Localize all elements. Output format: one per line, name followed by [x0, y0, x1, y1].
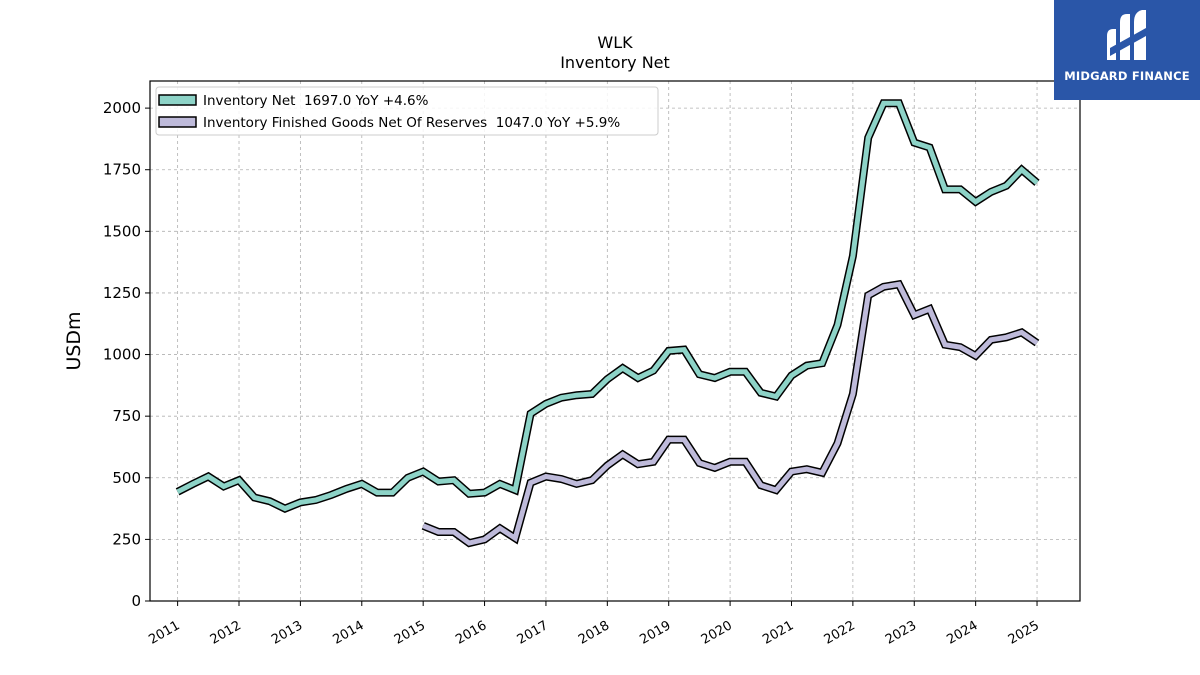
legend: Inventory Net 1697.0 YoY +4.6% Inventory …	[155, 86, 659, 136]
x-tick-label: 2013	[269, 618, 305, 648]
x-tick-label: 2016	[453, 618, 489, 648]
series-1-line	[422, 281, 1039, 546]
x-tick-label: 2022	[822, 618, 858, 648]
y-tick-label: 1000	[103, 346, 141, 364]
midgard-logo-icon	[1107, 10, 1146, 60]
chart-subtitle: Inventory Net	[560, 53, 670, 72]
axes: 0 250 500 750 1000 1250 1500 1750 2000 2011 2012 20…	[103, 99, 1042, 648]
x-tick-label: 2018	[576, 618, 612, 648]
y-tick-label: 2000	[103, 99, 141, 117]
x-tick-label: 2024	[944, 618, 980, 648]
y-tick-label: 1750	[103, 161, 141, 179]
y-tick-label: 250	[112, 530, 141, 548]
x-tick-label: 2021	[760, 618, 796, 648]
x-tick-label: 2014	[330, 618, 366, 648]
legend-label: Inventory Finished Goods Net Of Reserves…	[203, 115, 620, 131]
legend-label: Inventory Net 1697.0 YoY +4.6%	[203, 93, 429, 109]
brand-logo: MIDGARD FINANCE	[1054, 0, 1200, 100]
y-axis-label: USDm	[63, 311, 85, 370]
x-tick-label: 2020	[699, 618, 735, 648]
legend-swatch	[158, 116, 197, 128]
y-tick-label: 1500	[103, 222, 141, 240]
y-tick-label: 1250	[103, 284, 141, 302]
x-tick-label: 2017	[515, 618, 551, 648]
plot-frame	[149, 80, 1081, 602]
y-tick-label: 500	[112, 469, 141, 487]
legend-swatch	[158, 94, 197, 106]
y-tick-label: 0	[131, 592, 141, 610]
series-layer	[175, 99, 1040, 548]
x-tick-label: 2015	[392, 618, 428, 648]
chart-title: WLK	[597, 33, 633, 52]
x-tick-label: 2023	[883, 618, 919, 648]
brand-name: MIDGARD FINANCE	[1064, 69, 1190, 83]
y-tick-label: 750	[112, 407, 141, 425]
legend-box	[155, 86, 659, 136]
x-tick-label: 2025	[1006, 618, 1042, 648]
x-tick-label: 2011	[146, 618, 182, 648]
x-tick-label: 2012	[208, 618, 244, 648]
x-tick-label: 2019	[637, 618, 673, 648]
series-0-line	[176, 100, 1039, 512]
